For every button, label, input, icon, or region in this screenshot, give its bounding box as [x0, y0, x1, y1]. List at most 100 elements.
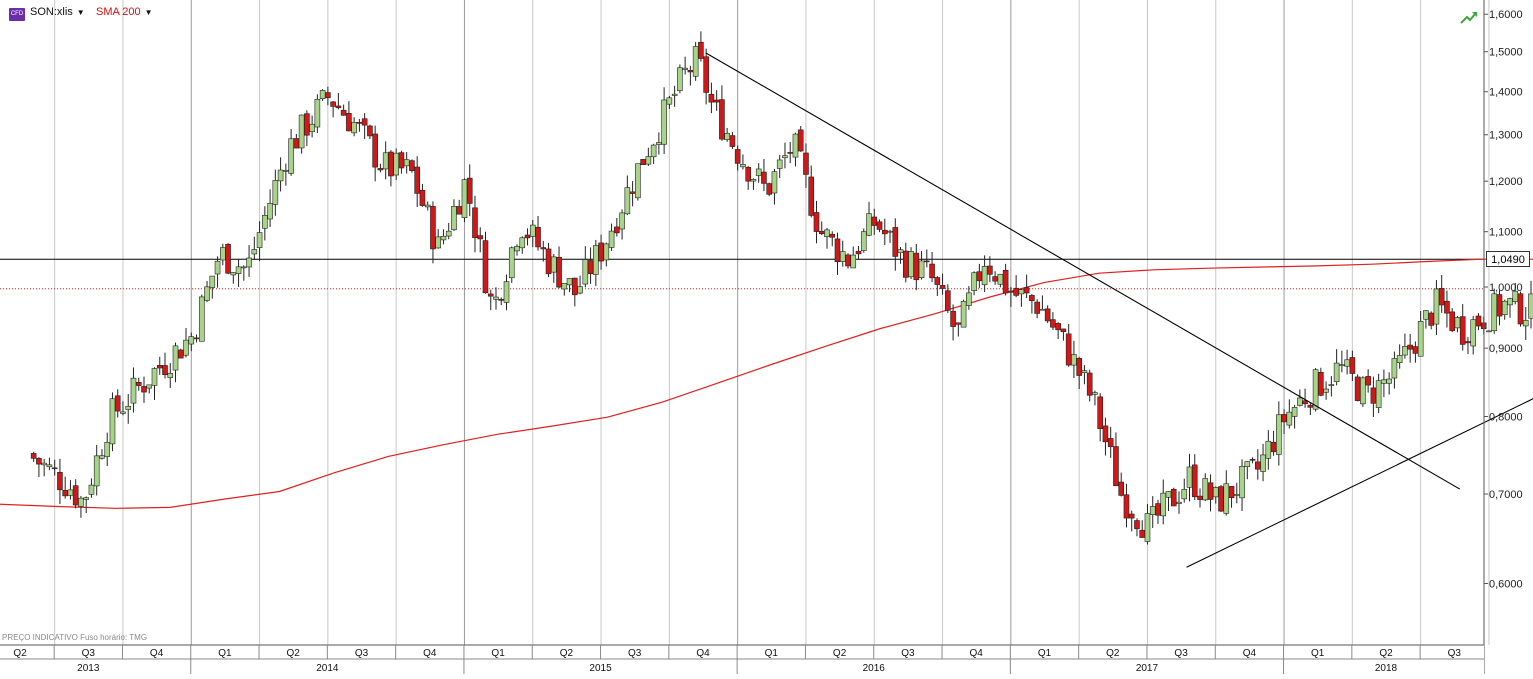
candle-down [335, 105, 342, 109]
candle-up [997, 273, 1004, 285]
candle-down [482, 240, 489, 294]
candle-down [1496, 294, 1503, 317]
candle-down [1113, 446, 1119, 487]
candle-up [403, 159, 410, 167]
candle-up [493, 296, 499, 300]
candle-up [1149, 506, 1156, 515]
candle-up [656, 142, 662, 145]
year-label: 2016 [863, 663, 886, 674]
candle-down [340, 109, 347, 116]
candle-up [1176, 501, 1182, 504]
candle-up [314, 98, 321, 128]
candle-down [1465, 341, 1471, 344]
quarter-label: Q3 [1174, 648, 1188, 659]
candle-down [1412, 346, 1419, 354]
candle-up [83, 497, 89, 500]
candle-up [508, 247, 515, 279]
y-tick-label: 1,2000 [1489, 176, 1523, 188]
candle-down [466, 177, 473, 204]
candle-up [461, 179, 468, 219]
trend-up-icon[interactable] [1460, 10, 1478, 29]
candle-up [897, 249, 904, 254]
candle-down [372, 133, 378, 168]
candle-up [918, 260, 925, 279]
candle-up [608, 230, 615, 248]
candle-down [1444, 300, 1450, 314]
candle-up [1386, 378, 1392, 384]
candle-down [761, 171, 767, 184]
candle-up [272, 180, 279, 205]
candle-up [529, 224, 536, 237]
candle-down [1170, 488, 1177, 507]
candle-down [141, 386, 147, 393]
candle-down [114, 395, 121, 412]
candle-up [677, 67, 683, 92]
candle-down [162, 365, 168, 375]
candle-down [1002, 269, 1009, 294]
candle-up [1375, 380, 1382, 408]
trendline [705, 52, 1461, 490]
candle-down [1134, 520, 1140, 530]
symbol-selector[interactable]: SON:xlis ▼ [30, 6, 85, 18]
quarter-label: Q2 [13, 648, 27, 659]
candle-up [1202, 478, 1209, 501]
candle-down [572, 277, 578, 296]
candle-down [719, 99, 725, 140]
candle-up [1212, 487, 1219, 498]
candle-up [104, 442, 111, 457]
candle-up [1470, 319, 1477, 347]
candle-down [361, 118, 368, 126]
chevron-down-icon[interactable]: ▼ [76, 7, 85, 17]
candle-up [1071, 354, 1077, 366]
candle-up [93, 455, 100, 487]
candle-down [1128, 513, 1135, 519]
quarter-label: Q3 [355, 648, 369, 659]
candle-down [1139, 529, 1146, 538]
candle-up [971, 272, 977, 291]
candle-down [398, 152, 405, 169]
candle-down [1044, 308, 1051, 322]
candle-up [908, 251, 914, 278]
candle-down [456, 206, 463, 215]
candle-up [1339, 364, 1345, 367]
candle-down [156, 365, 163, 369]
candle-up [1402, 345, 1408, 356]
quarter-label: Q3 [628, 648, 642, 659]
year-label: 2013 [77, 663, 100, 674]
y-tick-label: 1,6000 [1489, 9, 1523, 21]
candle-down [955, 322, 962, 325]
candle-up [151, 368, 158, 386]
candle-down [1102, 425, 1109, 443]
candle-down [808, 176, 815, 216]
y-tick-label: 1,4000 [1489, 87, 1523, 99]
chevron-down-icon[interactable]: ▼ [144, 7, 153, 17]
candle-up [661, 99, 667, 145]
candle-up [1423, 310, 1429, 320]
candle-down [1013, 287, 1019, 296]
candle-up [214, 260, 221, 275]
indicator-selector[interactable]: SMA 200 ▼ [96, 6, 153, 18]
candle-up [1491, 293, 1498, 332]
candle-down [1354, 376, 1361, 401]
candle-down [1029, 295, 1035, 302]
candle-up [981, 266, 988, 286]
quarter-label: Q4 [970, 648, 984, 659]
candle-down [1060, 328, 1067, 333]
candle-down [834, 238, 841, 262]
candle-up [1333, 362, 1340, 383]
candle-up [966, 292, 972, 306]
candle-up [1092, 392, 1098, 395]
candle-up [561, 282, 568, 290]
candle-up [445, 230, 452, 237]
candle-down [787, 152, 794, 154]
candle-down [855, 250, 862, 255]
quarter-label: Q2 [287, 648, 301, 659]
candle-up [67, 489, 74, 496]
candle-up [146, 384, 153, 389]
candle-up [603, 243, 610, 261]
candle-up [1286, 411, 1293, 426]
candle-down [325, 92, 331, 99]
candle-down [1349, 357, 1356, 374]
